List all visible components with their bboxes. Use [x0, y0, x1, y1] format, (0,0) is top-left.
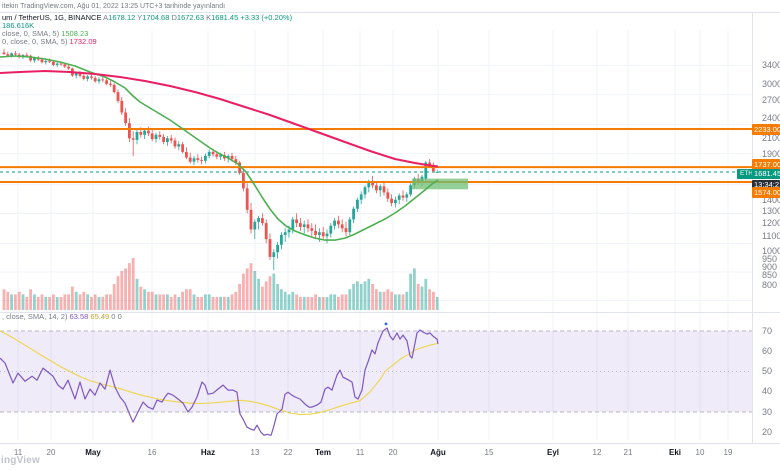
open-label: A — [103, 13, 109, 22]
high-value: 1704.68 — [142, 13, 170, 22]
time-axis-label: Haz — [200, 448, 216, 457]
ma-slow-label: 0, close, 0, SMA, 5) — [2, 37, 68, 46]
time-axis-label: Tem — [315, 448, 331, 457]
rsi-axis-label: 40 — [762, 386, 773, 396]
time-axis-label: Ağu — [430, 448, 446, 457]
time-axis-label: 21 — [623, 448, 633, 457]
rsi-axis-label: 50 — [762, 366, 773, 376]
countdown-badge: 13:34:21 — [752, 179, 780, 189]
time-axis-label: 20 — [46, 448, 56, 457]
orange-level-badge-1: 2233.00 — [752, 123, 780, 135]
legend-rsi-row[interactable]: , close, SMA, 14, 2) 63.58 65.49 0 0 — [2, 313, 122, 321]
price-axis-label: 1000 — [762, 245, 780, 256]
low-label: D — [171, 13, 177, 22]
time-axis-label: 16 — [147, 448, 157, 457]
time-axis-label: 15 — [484, 448, 494, 457]
time-axis-label: 12 — [592, 448, 602, 457]
rsi-ma-value: 65.49 — [90, 312, 110, 321]
price-axis[interactable]: 3400300027002400210019001500140013001200… — [752, 13, 780, 443]
time-axis-label: Eyl — [546, 448, 560, 457]
tradingview-watermark: ingView — [1, 455, 41, 466]
header-divider — [0, 12, 780, 13]
rsi-upper-band-value: 0 — [111, 312, 116, 321]
orange-level-badge-2: 1737.00 — [752, 158, 780, 170]
change-value: +3.33 (+0.20%) — [240, 13, 293, 22]
price-axis-label: 950 — [762, 253, 778, 264]
time-axis-label: 11 — [13, 448, 23, 457]
rsi-value: 63.58 — [69, 312, 89, 321]
price-axis-label: 3400 — [762, 60, 780, 71]
time-axis-label: Eki — [668, 448, 682, 457]
high-label: Y — [137, 13, 143, 22]
time-axis-label: 22 — [283, 448, 293, 457]
price-axis-label: 900 — [762, 261, 778, 272]
rsi-axis-label: 70 — [762, 326, 773, 336]
volume-value: 186.616K — [2, 21, 35, 30]
time-axis-label: May — [85, 448, 101, 457]
low-value: 1672.63 — [176, 13, 205, 22]
price-axis-label: 1100 — [762, 231, 780, 242]
price-axis-label: 1200 — [762, 218, 780, 229]
time-axis-label: 13 — [250, 448, 260, 457]
price-axis-label: 2400 — [762, 113, 780, 124]
time-axis-label: 19 — [723, 448, 733, 457]
price-axis-label: 1900 — [762, 148, 780, 159]
last-price-badge: 1681.45 — [752, 169, 780, 179]
pane-separator[interactable] — [0, 312, 780, 313]
time-axis-label: 20 — [388, 448, 398, 457]
rsi-axis-label: 30 — [762, 407, 773, 417]
price-axis-label: 1400 — [762, 194, 780, 205]
ma-slow-value: 1732.09 — [69, 37, 97, 46]
price-axis-label: 3000 — [762, 79, 780, 90]
publish-info: itekin TradingView.com, Ağu 01, 2022 13:… — [2, 3, 226, 10]
legend-volume-row[interactable]: 186.616K — [2, 22, 34, 30]
legend-ma-fast-row[interactable]: close, 0, SMA, 5) 1508.23 — [2, 30, 88, 38]
price-axis-label: 800 — [762, 279, 778, 290]
open-value: 1678.12 — [108, 13, 136, 22]
rsi-lower-band-value: 0 — [117, 312, 122, 321]
legend-ma-slow-row[interactable]: 0, close, 0, SMA, 5) 1732.09 — [2, 38, 97, 46]
symbol-title: um / TetherUS, 1G, BINANCE — [2, 13, 102, 22]
price-axis-label: 2700 — [762, 95, 780, 106]
price-axis-border — [752, 13, 753, 443]
close-label: K — [206, 13, 212, 22]
close-value: 1681.45 — [211, 13, 239, 22]
rsi-axis-label: 20 — [762, 427, 773, 437]
time-axis-label: 10 — [695, 448, 705, 457]
ma-fast-label: close, 0, SMA, 5) — [2, 29, 60, 38]
price-axis-label: 1300 — [762, 206, 780, 216]
price-axis-label: 2100 — [762, 133, 780, 144]
rsi-label: , close, SMA, 14, 2) — [2, 312, 68, 321]
time-axis-label: 11 — [355, 448, 365, 457]
rsi-axis-label: 60 — [762, 346, 773, 356]
ma-fast-value: 1508.23 — [61, 29, 89, 38]
legend-symbol-row[interactable]: um / TetherUS, 1G, BINANCE A1678.12 Y170… — [2, 14, 292, 22]
price-axis-label: 850 — [762, 270, 778, 281]
orange-level-badge-3: 1574.00 — [752, 186, 780, 198]
time-axis[interactable]: 11 20 May 16 Haz 13 22 Tem 11 20 Ağu 15 Eyl 12 21 Eki 10… — [0, 443, 780, 464]
